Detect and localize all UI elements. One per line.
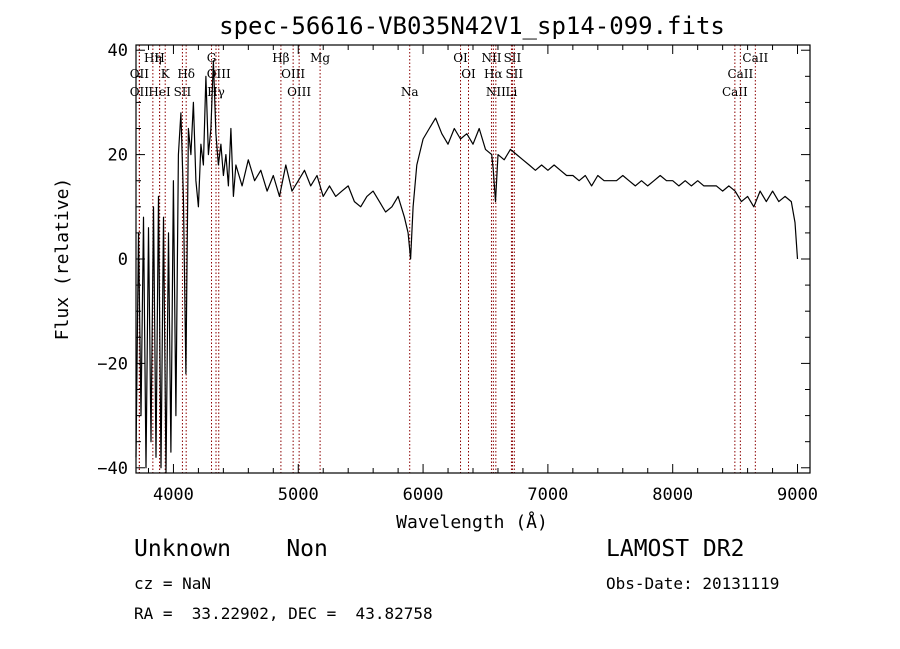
spectral-line-label: Hγ [207, 85, 225, 99]
spectral-line-label: CaII [742, 51, 768, 65]
spectral-line-label: CaII [722, 85, 748, 99]
y-tick-label: −40 [97, 459, 128, 479]
object-class-caption: Unknown Non [134, 536, 328, 562]
spectral-line-label: NII [486, 85, 506, 99]
x-tick-label: 6000 [403, 485, 444, 505]
spectral-line-label: OI [453, 51, 468, 65]
spectral-line-label: Li [506, 85, 518, 99]
spectral-line-label: OII [130, 67, 150, 81]
spectral-line-label: Hβ [272, 51, 289, 65]
spectral-line-label: Na [401, 85, 419, 99]
spectral-line-label: G [207, 51, 217, 65]
x-axis-label: Wavelength (Å) [396, 511, 548, 533]
spectral-line-label: SII [174, 85, 192, 99]
spectral-line-label: SII [504, 51, 522, 65]
chart-title: spec-56616-VB035N42V1_sp14-099.fits [219, 12, 725, 40]
spectral-line-label: NII [481, 51, 501, 65]
y-axis-label: Flux (relative) [52, 178, 73, 341]
spectral-line-label: Hη [144, 51, 162, 65]
x-tick-label: 4000 [153, 485, 194, 505]
axis-ticks: 4000 5000 6000 7000 8000 9000 −40 −20 0 20 40 [97, 41, 818, 505]
spectral-line-label: K [161, 67, 171, 81]
x-tick-label: 8000 [652, 485, 693, 505]
spectral-line-label: OI [461, 67, 476, 81]
spectral-line-label: OIII [287, 85, 311, 99]
plot-frame [135, 44, 811, 474]
spectral-line-label: CaII [727, 67, 753, 81]
survey-caption: LAMOST DR2 [606, 536, 745, 562]
spectral-line-label: OIII [207, 67, 231, 81]
y-tick-label: 0 [118, 250, 128, 270]
spectral-line-label: Mg [310, 51, 330, 65]
y-tick-label: −20 [97, 354, 128, 374]
spectral-line-markers: OIIOIIHηHHeIKSIIHδGOIIIHγHβOIIIOIIIMgNaO… [130, 45, 768, 473]
spectrum-series-line [135, 60, 799, 474]
obs-date-caption: Obs-Date: 20131119 [606, 574, 780, 593]
y-tick-label: 20 [108, 146, 128, 166]
spectral-line-label: SII [505, 67, 523, 81]
y-tick-label: 40 [108, 41, 128, 61]
spectral-line-label: Hδ [177, 67, 195, 81]
spectral-line-label: HeI [148, 85, 171, 99]
x-tick-label: 5000 [278, 485, 319, 505]
spectral-line-label: Hα [484, 67, 503, 81]
x-tick-label: 9000 [777, 485, 818, 505]
spectral-line-label: OIII [281, 67, 305, 81]
x-tick-label: 7000 [527, 485, 568, 505]
coordinates-caption: RA = 33.22902, DEC = 43.82758 [134, 604, 433, 623]
spectral-line-label: H [154, 51, 164, 65]
redshift-caption: cz = NaN [134, 574, 212, 593]
